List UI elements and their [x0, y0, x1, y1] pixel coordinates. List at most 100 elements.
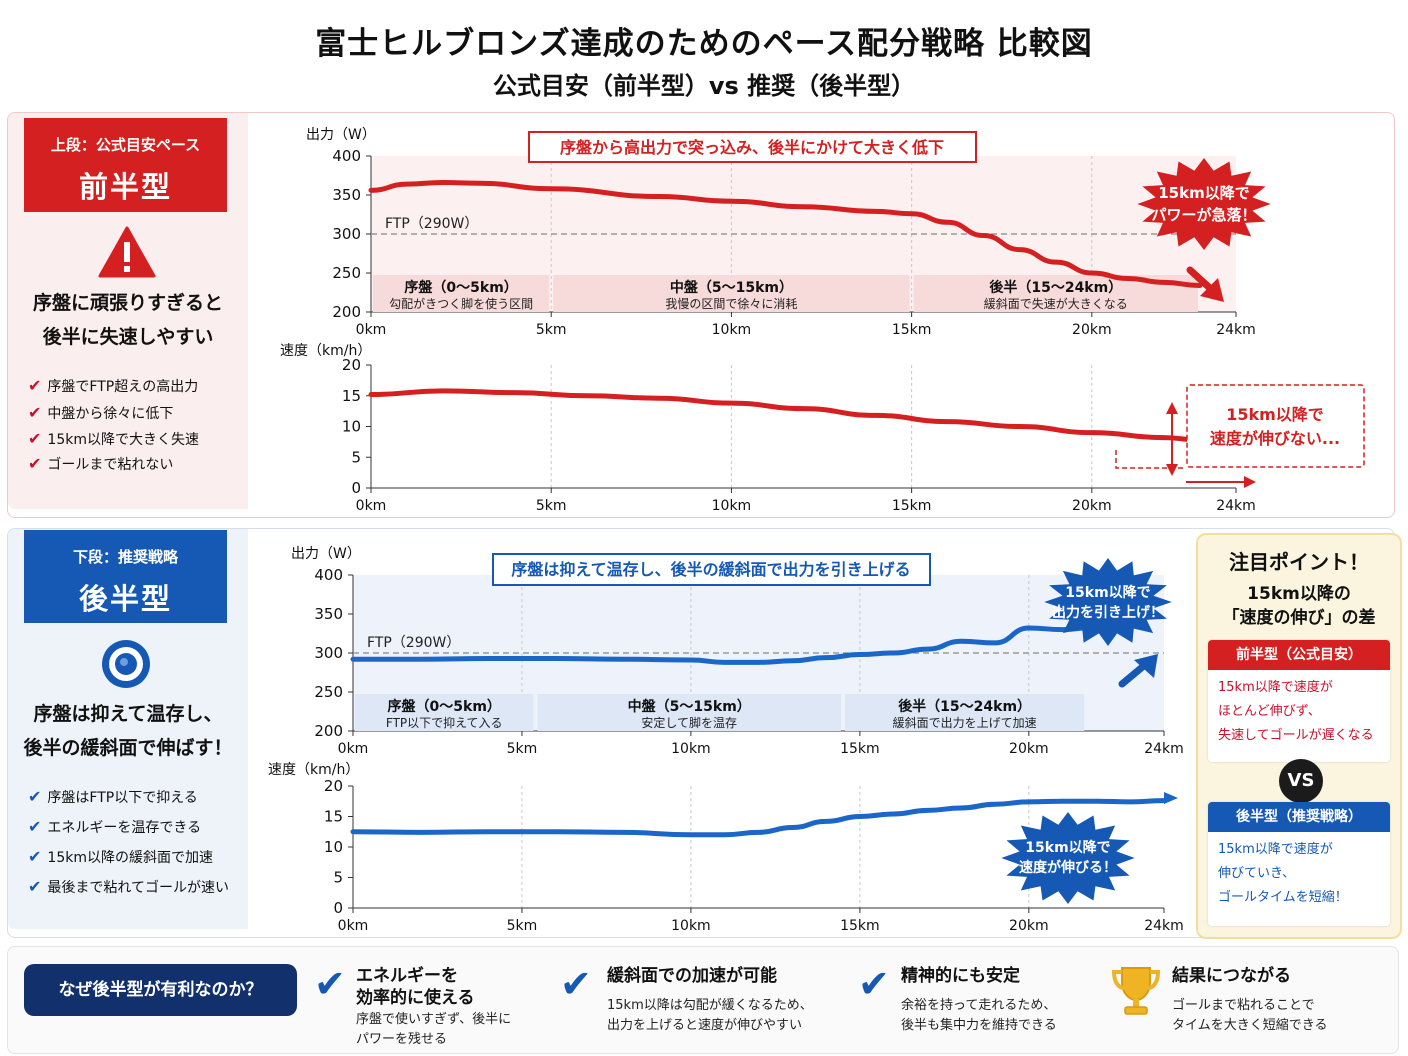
- y-tick-label: 10: [324, 838, 343, 856]
- y-tick-label: 15: [342, 387, 361, 405]
- check-icon: ✔: [28, 454, 42, 473]
- warning-icon: [98, 226, 156, 278]
- top-lead-line1: 序盤に頑張りすぎると: [32, 292, 223, 314]
- y-tick-label: 5: [333, 869, 343, 887]
- feature-title: エネルギーを 効率的に使える: [356, 966, 475, 1008]
- burst-text: 15km以降で: [1158, 184, 1249, 202]
- segment-title: 序盤（0〜5km）: [388, 698, 501, 715]
- segment-desc: 緩斜面で出力を上げて加速: [893, 716, 1037, 730]
- segment-desc: 安定して脚を温存: [641, 715, 737, 730]
- x-tick-label: 15km: [892, 498, 932, 514]
- x-tick-label: 10km: [671, 918, 711, 934]
- feature-title: 緩斜面での加速が可能: [607, 966, 777, 986]
- x-tick-label: 24km: [1144, 918, 1184, 934]
- back-card-line: 伸びていき、: [1218, 866, 1296, 881]
- y-tick-label: 250: [314, 683, 343, 701]
- bottom-check-item: ✔ 序盤はFTP以下で抑える: [28, 787, 198, 806]
- bottom-check-item: ✔ 15km以降の緩斜面で加速: [28, 847, 213, 866]
- burst-text: 15km以降で: [1025, 839, 1110, 856]
- check-icon: ✔: [28, 877, 42, 896]
- vs-badge: VS: [1279, 759, 1323, 803]
- front-type-card: 前半型（公式目安） 15km以降で速度が ほとんど伸びず、 失速してゴールが遅く…: [1208, 640, 1390, 762]
- feature-text: ゴールまで粘れることで タイムを大きく短縮できる: [1172, 998, 1328, 1033]
- point-title: 注目ポイント！: [1229, 550, 1369, 574]
- down-arrow-icon: [1186, 266, 1216, 294]
- segment-title: 後半（15〜24km）: [989, 279, 1122, 296]
- x-tick-label: 15km: [892, 322, 932, 338]
- top-tag-big: 前半型: [78, 170, 172, 204]
- feature-text: 余裕を持って走れるため、 後半も集中力を維持できる: [901, 998, 1057, 1033]
- bottom-check-item: ✔ 最後まで粘れてゴールが速い: [28, 877, 229, 896]
- bottom-callout-box: [492, 553, 931, 586]
- y-axis-label: 出力（W）: [291, 546, 361, 562]
- segment-box: [553, 275, 910, 312]
- x-tick-label: 15km: [840, 741, 880, 757]
- series-line: [368, 388, 1203, 443]
- dashed-guide: [1115, 450, 1186, 469]
- series-line: [350, 623, 1133, 665]
- x-tick-label: 24km: [1144, 741, 1184, 757]
- bottom-strategy-tag: 下段：推奨戦略 後半型: [24, 530, 227, 623]
- back-card-line: ゴールタイムを短縮！: [1218, 890, 1348, 905]
- segment-title: 中盤（5〜15km）: [670, 279, 793, 296]
- y-tick-label: 20: [342, 356, 361, 374]
- y-axis-label: 速度（km/h）: [280, 343, 371, 359]
- ftp-label: FTP（290W）: [385, 216, 478, 232]
- y-tick-label: 400: [314, 566, 343, 584]
- y-tick-label: 300: [314, 644, 343, 662]
- y-tick-label: 15: [324, 808, 343, 826]
- x-tick-label: 5km: [507, 918, 538, 934]
- top-callout-text: 序盤から高出力で突っ込み、後半にかけて大きく低下: [560, 138, 944, 157]
- segment-desc: 我慢の区間で徐々に消耗: [665, 296, 797, 311]
- y-tick-label: 5: [351, 448, 361, 466]
- check-icon: ✔: [28, 376, 42, 395]
- front-card-head: 前半型（公式目安）: [1208, 640, 1390, 670]
- point-sub1: 15km以降の: [1247, 584, 1351, 604]
- check-icon: ✔: [28, 847, 42, 866]
- x-tick-label: 0km: [338, 741, 369, 757]
- y-tick-label: 350: [332, 186, 361, 204]
- bottom-lead-line1: 序盤は抑えて温存し、: [33, 703, 223, 725]
- right-arrow-icon: [1164, 792, 1178, 804]
- up-arrow-icon: [1134, 654, 1158, 678]
- check-icon: ✔: [28, 787, 42, 806]
- top-tag-small: 上段：公式目安ペース: [50, 136, 201, 154]
- x-tick-label: 24km: [1216, 498, 1256, 514]
- burst-text: 速度が伸びる！: [1019, 859, 1117, 876]
- front-card-line: ほとんど伸びず、: [1218, 704, 1321, 719]
- segment-desc: 緩斜面で失速が大きくなる: [984, 296, 1128, 311]
- why-badge: なぜ後半型が有利なのか？: [24, 964, 297, 1016]
- feature-title: 精神的にも安定: [901, 966, 1020, 986]
- down-arrow-icon: [1200, 278, 1224, 302]
- check-icon: ✔: [28, 429, 42, 448]
- x-tick-label: 5km: [536, 322, 567, 338]
- segment-box: [355, 694, 534, 731]
- check-icon: ✔: [560, 962, 592, 1006]
- feature-text: 15km以降は勾配が緩くなるため、 出力を上げると速度が伸びやすい: [607, 998, 813, 1033]
- feature-title: 結果につながる: [1172, 966, 1291, 986]
- right-arrow-icon: [1244, 476, 1256, 488]
- x-tick-label: 0km: [338, 918, 369, 934]
- bottom-tag-big: 後半型: [78, 582, 172, 616]
- top-lead-line2: 後半に失速しやすい: [42, 326, 214, 348]
- y-tick-label: 20: [324, 777, 343, 795]
- burst-text: パワーが急落！: [1151, 206, 1256, 224]
- bottom-speed-burst: [1001, 812, 1135, 904]
- top-power-burst: [1137, 158, 1271, 250]
- y-tick-label: 300: [332, 225, 361, 243]
- x-tick-label: 20km: [1072, 322, 1112, 338]
- point-sub2: 「速度の伸び」の差: [1222, 608, 1376, 628]
- y-axis-label: 速度（km/h）: [268, 762, 359, 778]
- top-speed-note-box: [1186, 384, 1365, 468]
- target-icon: [102, 640, 150, 688]
- feature-text: 序盤で使いすぎず、後半に パワーを残せる: [356, 1012, 512, 1047]
- check-icon: ✔: [314, 962, 346, 1006]
- back-type-card: 後半型（推奨戦略） 15km以降で速度が 伸びていき、 ゴールタイムを短縮！: [1208, 802, 1390, 926]
- top-strategy-tag: 上段：公式目安ペース 前半型: [24, 118, 227, 212]
- segment-box: [844, 694, 1085, 731]
- bottom-tag-small: 下段：推奨戦略: [72, 548, 178, 566]
